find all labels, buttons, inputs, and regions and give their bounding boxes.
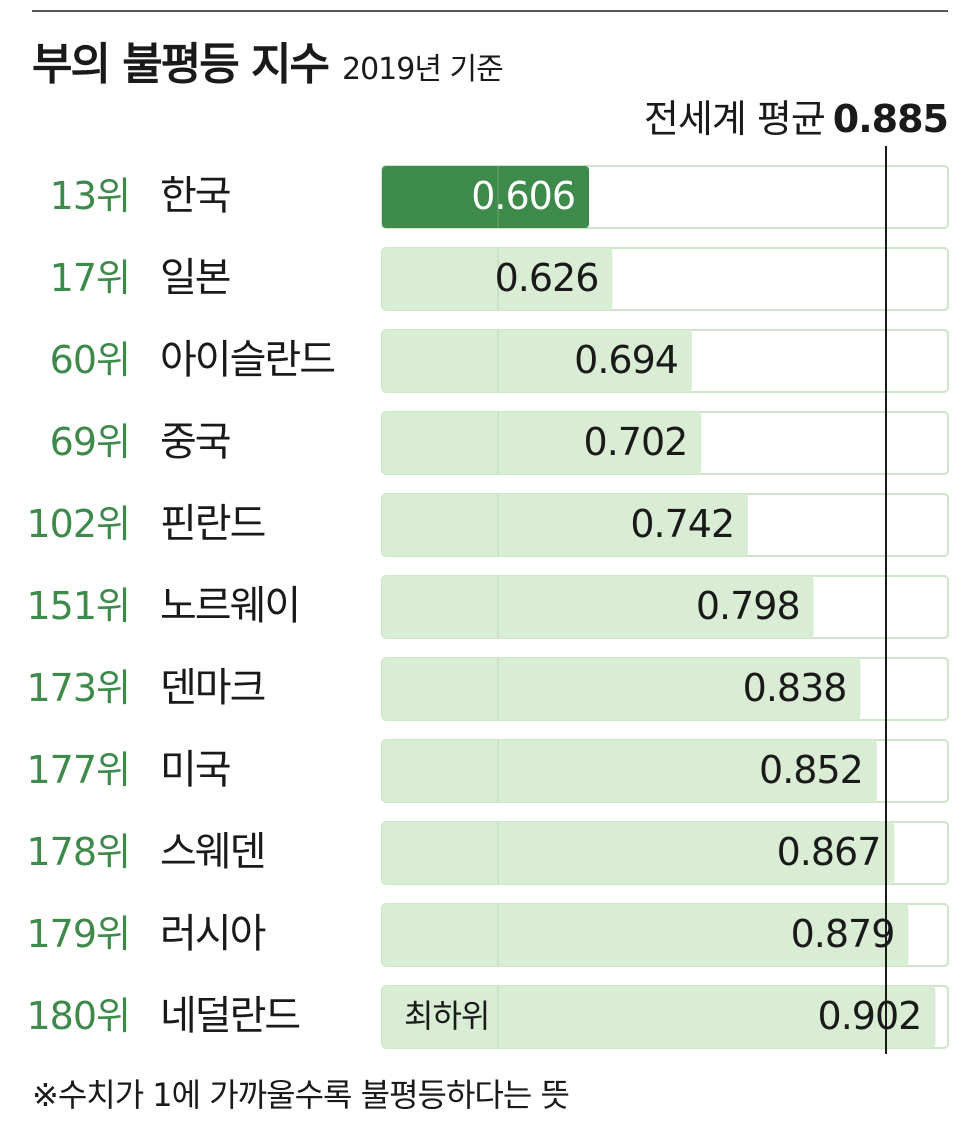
chart-title: 부의 불평등 지수 xyxy=(32,39,330,90)
country-label: 스웨덴 xyxy=(160,829,264,875)
rank-label: 173위 xyxy=(27,666,131,710)
world-average-text: 전세계 평균 xyxy=(643,97,826,141)
country-label: 덴마크 xyxy=(160,665,265,711)
bar xyxy=(382,986,936,1048)
bar xyxy=(382,330,692,392)
bar xyxy=(382,412,702,474)
rank-label: 69위 xyxy=(50,420,130,464)
bar xyxy=(382,740,877,802)
rank-label: 177위 xyxy=(27,748,131,792)
title-row: 부의 불평등 지수 2019년 기준 xyxy=(32,28,504,92)
bar xyxy=(382,904,909,966)
country-label: 네덜란드 xyxy=(160,993,299,1039)
rank-label: 102위 xyxy=(27,502,131,546)
country-label: 한국 xyxy=(160,173,230,219)
chart-subtitle: 2019년 기준 xyxy=(342,52,504,87)
rank-label: 179위 xyxy=(27,912,131,956)
value-label: 0.702 xyxy=(584,420,688,464)
bar xyxy=(382,576,814,638)
world-average-value: 0.885 xyxy=(832,97,949,141)
bar-note: 최하위 xyxy=(404,997,489,1035)
rank-label: 178위 xyxy=(27,830,131,874)
rank-label: 180위 xyxy=(27,994,131,1038)
country-label: 아이슬란드 xyxy=(160,337,334,383)
footnote: ※수치가 1에 가까울수록 불평등하다는 뜻 xyxy=(32,1076,570,1114)
rank-label: 17위 xyxy=(50,256,130,300)
rank-label: 151위 xyxy=(27,584,131,628)
value-label: 0.852 xyxy=(759,748,863,792)
bar xyxy=(382,248,613,310)
value-label: 0.798 xyxy=(696,584,800,628)
value-label: 0.838 xyxy=(743,666,847,710)
rank-label: 60위 xyxy=(50,338,130,382)
world-average-label: 전세계 평균 0.885 xyxy=(643,88,949,143)
country-label: 미국 xyxy=(160,747,230,793)
country-label: 중국 xyxy=(160,419,230,465)
top-rule xyxy=(32,10,948,12)
bar xyxy=(382,166,590,228)
country-label: 노르웨이 xyxy=(160,583,299,629)
value-label: 0.879 xyxy=(791,912,895,956)
value-label: 0.867 xyxy=(777,830,881,874)
rank-label: 13위 xyxy=(50,174,130,218)
country-label: 일본 xyxy=(160,255,230,301)
value-label: 0.694 xyxy=(574,338,678,382)
value-label: 0.902 xyxy=(818,994,922,1038)
value-label: 0.626 xyxy=(495,256,599,300)
bar xyxy=(382,822,895,884)
bar-chart: 13위 한국 0.606 17위 일본 0.626 60위 아이슬란드 0.694 69위 중국 0.… xyxy=(27,146,949,1054)
country-label: 핀란드 xyxy=(160,501,265,547)
country-label: 러시아 xyxy=(160,911,266,957)
value-label: 0.606 xyxy=(471,174,575,218)
value-label: 0.742 xyxy=(630,502,734,546)
bar xyxy=(382,494,749,556)
bar xyxy=(382,658,861,720)
